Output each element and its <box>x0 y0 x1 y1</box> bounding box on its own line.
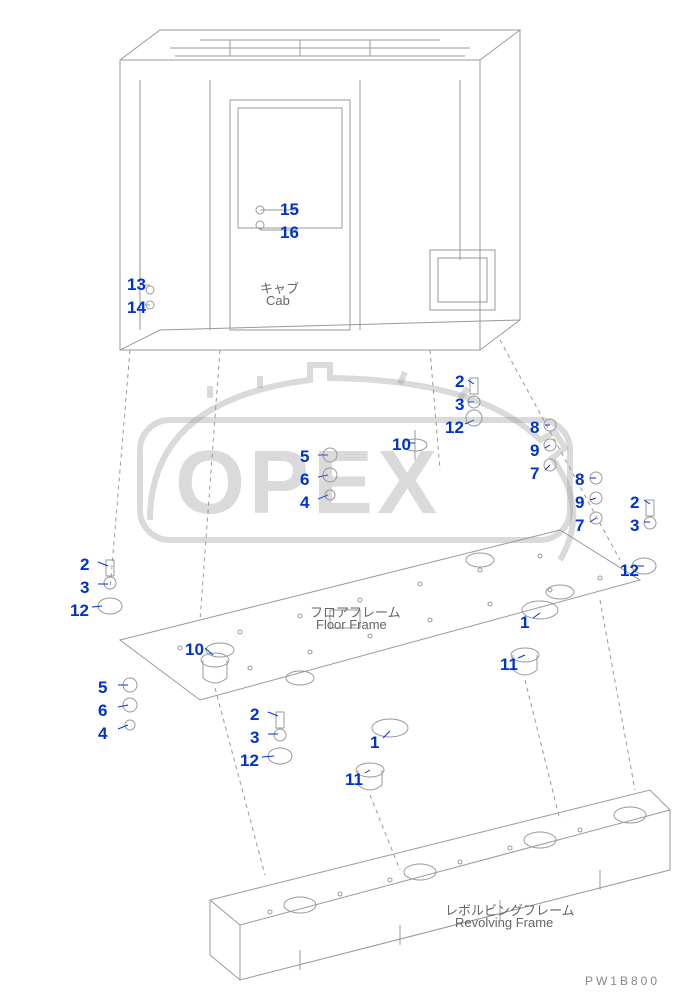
callout-number: 7 <box>530 464 539 484</box>
callout-number: 3 <box>250 728 259 748</box>
callout-number: 8 <box>575 470 584 490</box>
callout-number: 5 <box>300 447 309 467</box>
callout-number: 10 <box>392 435 411 455</box>
floor-label-en: Floor Frame <box>316 617 387 632</box>
callout-number: 2 <box>455 372 464 392</box>
callout-number: 12 <box>445 418 464 438</box>
callout-number: 6 <box>98 701 107 721</box>
callout-number: 3 <box>80 578 89 598</box>
callout-number: 14 <box>127 298 146 318</box>
callout-number: 4 <box>300 493 309 513</box>
callout-number: 11 <box>345 770 363 790</box>
callout-number: 5 <box>98 678 107 698</box>
callout-number: 6 <box>300 470 309 490</box>
serial-number: PW1B800 <box>585 974 660 988</box>
callout-number: 11 <box>500 655 518 675</box>
callout-number: 3 <box>455 395 464 415</box>
rev-label-en: Revolving Frame <box>455 915 553 930</box>
callout-number: 3 <box>630 516 639 536</box>
revolving-frame <box>210 790 670 980</box>
callout-number: 2 <box>630 493 639 513</box>
cab-outline <box>120 30 520 350</box>
cab-label-en: Cab <box>266 293 290 308</box>
hardware-upper <box>98 378 656 614</box>
callout-number: 12 <box>240 751 259 771</box>
callout-number: 16 <box>280 223 299 243</box>
callout-number: 4 <box>98 724 107 744</box>
callout-number: 9 <box>530 441 539 461</box>
hardware-lower <box>123 678 292 764</box>
callout-number: 9 <box>575 493 584 513</box>
callout-number: 15 <box>280 200 299 220</box>
callout-number: 13 <box>127 275 146 295</box>
callout-number: 12 <box>70 601 89 621</box>
callout-number: 12 <box>620 561 639 581</box>
callout-number: 8 <box>530 418 539 438</box>
callout-number: 10 <box>185 640 204 660</box>
callout-number: 1 <box>370 733 379 753</box>
callout-number: 7 <box>575 516 584 536</box>
callout-number: 2 <box>80 555 89 575</box>
callout-number: 1 <box>520 613 529 633</box>
callout-number: 2 <box>250 705 259 725</box>
floor-frame <box>120 530 640 790</box>
